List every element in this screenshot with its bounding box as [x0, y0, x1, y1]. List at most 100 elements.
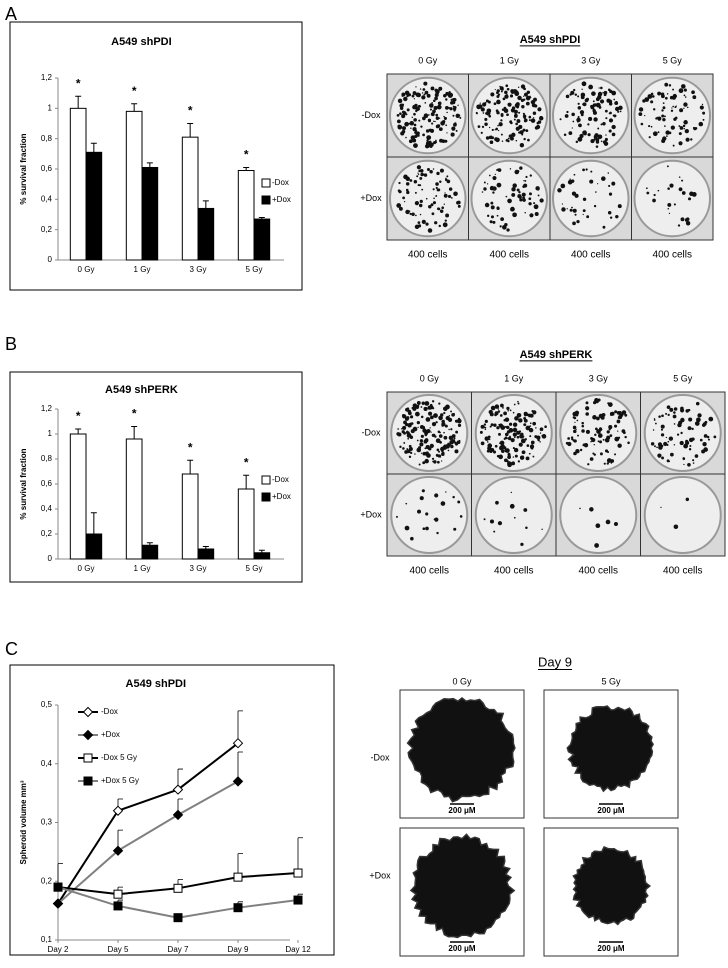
bar	[69, 107, 87, 261]
y-tick-label: 0	[48, 255, 53, 264]
colony	[523, 137, 526, 141]
y-tick-label: 0,8	[41, 454, 53, 463]
colony	[602, 140, 607, 145]
colony	[609, 89, 613, 94]
colony	[429, 142, 434, 148]
colony	[533, 202, 536, 205]
colony	[664, 96, 668, 100]
colony	[523, 508, 528, 512]
colony	[675, 105, 677, 107]
colony	[517, 460, 521, 463]
colony	[406, 190, 410, 195]
colony	[504, 425, 507, 428]
colony	[488, 174, 491, 177]
colony	[518, 442, 523, 447]
colony	[427, 405, 432, 410]
colony	[661, 444, 664, 447]
colony	[480, 107, 485, 112]
colony	[438, 127, 443, 131]
colony	[409, 415, 414, 419]
colony	[617, 443, 622, 448]
colony	[406, 448, 409, 451]
legend-label: -Dox 5 Gy	[101, 753, 137, 762]
colony	[436, 171, 440, 176]
colony	[423, 81, 428, 86]
colony	[445, 436, 447, 438]
colony	[405, 502, 408, 505]
colony	[498, 454, 503, 460]
colony	[611, 124, 616, 130]
colony	[596, 429, 601, 434]
colony	[417, 426, 419, 429]
colony	[402, 425, 407, 430]
colony	[644, 97, 650, 102]
legend-label: -Dox	[272, 475, 289, 484]
colony	[624, 413, 628, 417]
colony	[413, 180, 418, 184]
colony	[396, 119, 401, 124]
colony	[459, 116, 462, 119]
colony	[685, 221, 691, 226]
colony	[534, 126, 539, 130]
colony	[429, 170, 433, 174]
colony	[416, 165, 422, 170]
bar	[85, 151, 103, 261]
colony	[427, 228, 433, 233]
colony	[645, 187, 648, 190]
spheroid	[566, 705, 654, 793]
colony	[525, 129, 529, 133]
colony	[450, 444, 454, 449]
colony	[657, 189, 660, 192]
colony	[453, 191, 458, 197]
colony	[608, 425, 613, 430]
colony	[451, 412, 455, 417]
colony	[490, 215, 494, 219]
colony	[674, 116, 678, 120]
colony	[523, 119, 527, 123]
colony	[510, 206, 515, 212]
colony	[688, 448, 692, 451]
colony	[569, 178, 571, 180]
colony	[520, 542, 524, 547]
colony	[567, 441, 572, 447]
colony	[434, 106, 437, 109]
colony	[600, 123, 603, 126]
colony	[395, 515, 398, 518]
colony	[440, 460, 443, 462]
colony	[702, 111, 706, 115]
y-tick-label: 0,2	[41, 876, 53, 885]
error-bar	[90, 512, 97, 534]
colony	[524, 92, 528, 97]
colony	[425, 129, 430, 133]
colony	[504, 436, 508, 440]
colony	[571, 206, 573, 209]
colony	[681, 84, 686, 89]
colony	[420, 406, 423, 408]
colony	[597, 91, 603, 97]
colony	[704, 420, 708, 424]
colony	[614, 410, 618, 414]
colony	[518, 98, 521, 100]
colony	[516, 188, 520, 192]
colony	[456, 418, 462, 424]
colony	[489, 220, 493, 224]
colony	[582, 213, 584, 216]
colony	[423, 113, 429, 118]
colony	[605, 117, 608, 120]
column-label: 5 Gy	[601, 676, 621, 686]
colony	[397, 432, 402, 437]
y-tick-label: 1	[48, 429, 53, 438]
colony	[533, 204, 539, 210]
caption: 400 cells	[663, 566, 702, 577]
colony	[422, 527, 426, 531]
colony	[679, 126, 684, 130]
bar	[237, 170, 255, 261]
colony	[434, 221, 438, 225]
colony	[448, 428, 450, 431]
colony	[525, 95, 531, 101]
colony	[606, 430, 610, 434]
colony	[475, 111, 478, 115]
colony	[438, 402, 441, 405]
colony	[419, 176, 423, 180]
colony	[521, 105, 525, 109]
